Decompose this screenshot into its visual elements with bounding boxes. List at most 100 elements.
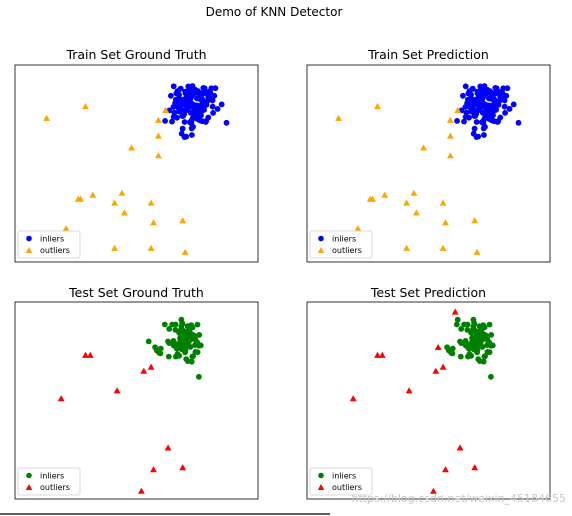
inlier-point [475, 335, 482, 342]
inlier-point [488, 373, 494, 380]
outlier-point [439, 363, 447, 370]
inlier-point [184, 329, 191, 336]
inlier-point [458, 326, 465, 332]
inlier-point [181, 119, 188, 125]
outlier-point [179, 464, 187, 471]
inlier-point [463, 340, 470, 347]
inlier-point [500, 85, 507, 92]
figure-title: Demo of KNN Detector [206, 5, 343, 19]
inlier-point [193, 339, 200, 345]
inlier-point [174, 114, 180, 121]
inlier-point [177, 103, 184, 110]
legend-frame [309, 230, 373, 259]
outlier-point [434, 343, 442, 350]
inlier-point [510, 101, 517, 108]
inlier-point [492, 89, 499, 96]
outlier-point [374, 351, 381, 358]
inlier-point [181, 108, 188, 115]
inlier-point [185, 84, 192, 91]
outlier-point [442, 466, 449, 473]
inlier-point [212, 85, 219, 92]
inlier-point [471, 321, 478, 327]
legend-inliers-label: inliers [332, 472, 356, 481]
watermark: https://blog.csdn.net/weixin_45184655 [351, 492, 566, 505]
inlier-point [195, 103, 202, 110]
inlier-point [192, 349, 199, 355]
plot-area [349, 308, 496, 494]
outlier-point [442, 219, 449, 226]
inlier-point [188, 322, 195, 329]
panel-title: Train Set Prediction [367, 47, 489, 62]
inlier-point [211, 92, 218, 99]
outlier-point [471, 217, 479, 224]
inlier-point [169, 118, 175, 125]
legend-inliers-label: inliers [40, 472, 64, 481]
inlier-point [482, 90, 489, 97]
outlier-point [378, 351, 386, 358]
inlier-point [473, 347, 480, 353]
inlier-point [181, 134, 188, 141]
inlier-point [466, 88, 473, 95]
inlier-point [153, 347, 160, 354]
inlier-point [188, 100, 194, 106]
inlier-point [209, 103, 216, 110]
legend: inliers outliers [309, 230, 373, 259]
inlier-point [464, 326, 471, 333]
outlier-point [454, 106, 462, 113]
inlier-point [481, 132, 487, 138]
inlier-point [486, 88, 493, 94]
inlier-point [223, 119, 230, 126]
outlier-point [451, 308, 459, 315]
inlier-point [208, 85, 215, 92]
inlier-point [476, 329, 483, 336]
inlier-point [468, 108, 475, 115]
outlier-point [77, 195, 84, 202]
inlier-point [457, 338, 463, 345]
legend-inliers-label: inliers [40, 235, 64, 244]
inlier-point [501, 103, 508, 110]
outlier-point [420, 144, 427, 151]
inlier-point [165, 353, 172, 360]
inlier-point [495, 118, 502, 124]
inlier-point [454, 316, 461, 323]
outlier-point [354, 225, 362, 232]
inlier-point [486, 321, 493, 328]
inlier-point [462, 104, 469, 110]
outlier-point [439, 199, 447, 206]
inlier-point [469, 103, 476, 110]
inlier-point [480, 335, 486, 342]
inlier-point [189, 132, 195, 138]
outlier-point [150, 466, 157, 473]
inlier-point [488, 117, 495, 124]
inlier-point [473, 108, 480, 115]
inlier-point [463, 109, 470, 116]
outlier-point [57, 395, 65, 402]
inlier-point [174, 88, 181, 95]
inlier-point [487, 103, 493, 110]
inlier-point [197, 108, 204, 115]
inlier-point [480, 125, 487, 132]
inlier-point [188, 125, 195, 132]
outlier-point [155, 116, 162, 123]
inlier-point [504, 85, 511, 92]
outlier-point [128, 144, 135, 151]
plot-area [57, 316, 204, 494]
panel-title: Train Set Ground Truth [65, 47, 206, 62]
inlier-point [501, 97, 508, 104]
legend: inliers outliers [17, 230, 81, 259]
inlier-point [471, 125, 478, 132]
inlier-point [196, 117, 203, 124]
inlier-point [209, 97, 216, 104]
outlier-point [405, 387, 413, 394]
inlier-point [488, 332, 495, 338]
outlier-point [181, 248, 189, 255]
inlier-point [506, 106, 513, 112]
outlier-point [86, 351, 94, 358]
inlier-point [199, 99, 206, 106]
inlier-point [218, 101, 225, 108]
inlier-point [184, 358, 191, 364]
legend: inliers outliers [17, 467, 81, 496]
inlier-point [454, 118, 460, 124]
inlier-point [187, 95, 194, 101]
